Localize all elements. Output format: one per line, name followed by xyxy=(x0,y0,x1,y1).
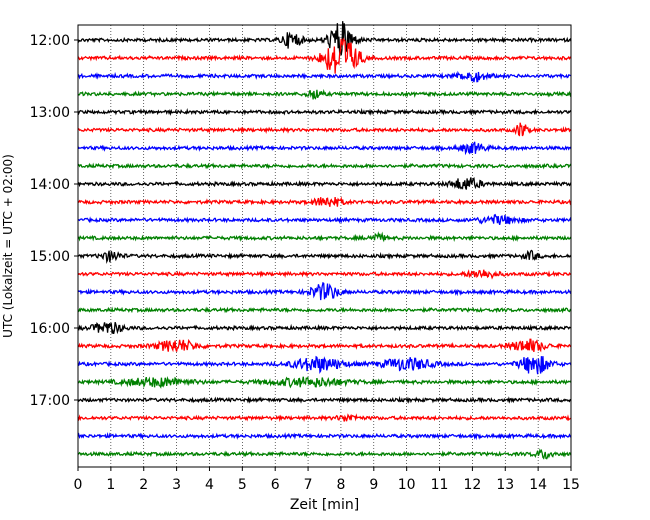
x-tick-label: 9 xyxy=(369,477,378,493)
x-tick-label: 15 xyxy=(562,477,580,493)
y-tick-label: 12:00 xyxy=(30,33,70,49)
x-tick-label: 6 xyxy=(271,477,280,493)
x-tick-label: 5 xyxy=(238,477,247,493)
trace-1515 xyxy=(77,269,572,280)
trace-1430 xyxy=(77,213,572,225)
y-tick-label: 16:00 xyxy=(30,321,70,337)
trace-1730 xyxy=(77,431,572,441)
y-axis-ticks: 12:00 13:00 14:00 15:00 16:00 17:00 xyxy=(30,33,78,409)
x-tick-label: 13 xyxy=(496,477,514,493)
trace-1645 xyxy=(77,375,572,389)
trace-1300 xyxy=(77,107,572,116)
x-tick-label: 0 xyxy=(74,477,83,493)
x-axis-label: Zeit [min] xyxy=(290,497,359,513)
y-tick-label: 17:00 xyxy=(30,393,70,409)
trace-1200 xyxy=(77,21,572,56)
trace-1500 xyxy=(77,249,572,264)
x-tick-label: 10 xyxy=(398,477,416,493)
x-tick-label: 7 xyxy=(304,477,313,493)
trace-1700 xyxy=(77,395,572,404)
seismogram-traces xyxy=(77,21,572,460)
trace-1215 xyxy=(77,37,572,74)
x-tick-label: 11 xyxy=(431,477,449,493)
x-tick-label: 3 xyxy=(172,477,181,493)
trace-1315 xyxy=(77,122,572,137)
y-axis-label: UTC (Lokalzeit = UTC + 02:00) xyxy=(1,154,15,338)
trace-1330 xyxy=(77,141,572,156)
x-tick-label: 14 xyxy=(529,477,547,493)
trace-1600 xyxy=(77,321,572,335)
trace-1745 xyxy=(77,448,572,460)
y-tick-label: 13:00 xyxy=(30,105,70,121)
trace-1415 xyxy=(77,196,572,207)
trace-1245 xyxy=(77,88,572,100)
trace-1400 xyxy=(77,177,572,190)
trace-1630 xyxy=(77,355,572,375)
trace-1530 xyxy=(77,281,572,301)
trace-1545 xyxy=(77,306,572,314)
trace-1230 xyxy=(77,70,572,83)
x-tick-label: 2 xyxy=(139,477,148,493)
trace-1715 xyxy=(77,413,572,423)
plot-background xyxy=(78,25,571,467)
x-tick-label: 1 xyxy=(106,477,115,493)
x-tick-label: 8 xyxy=(336,477,345,493)
y-tick-label: 15:00 xyxy=(30,249,70,265)
x-axis-ticks: 0 1 2 3 4 5 6 7 8 9 10 11 12 13 14 15 xyxy=(74,467,580,493)
plot-frame xyxy=(77,24,572,468)
trace-1615 xyxy=(77,338,572,353)
trace-1445 xyxy=(77,231,572,243)
trace-1345 xyxy=(77,162,572,170)
y-tick-label: 14:00 xyxy=(30,177,70,193)
x-tick-label: 4 xyxy=(205,477,214,493)
x-tick-label: 12 xyxy=(463,477,481,493)
